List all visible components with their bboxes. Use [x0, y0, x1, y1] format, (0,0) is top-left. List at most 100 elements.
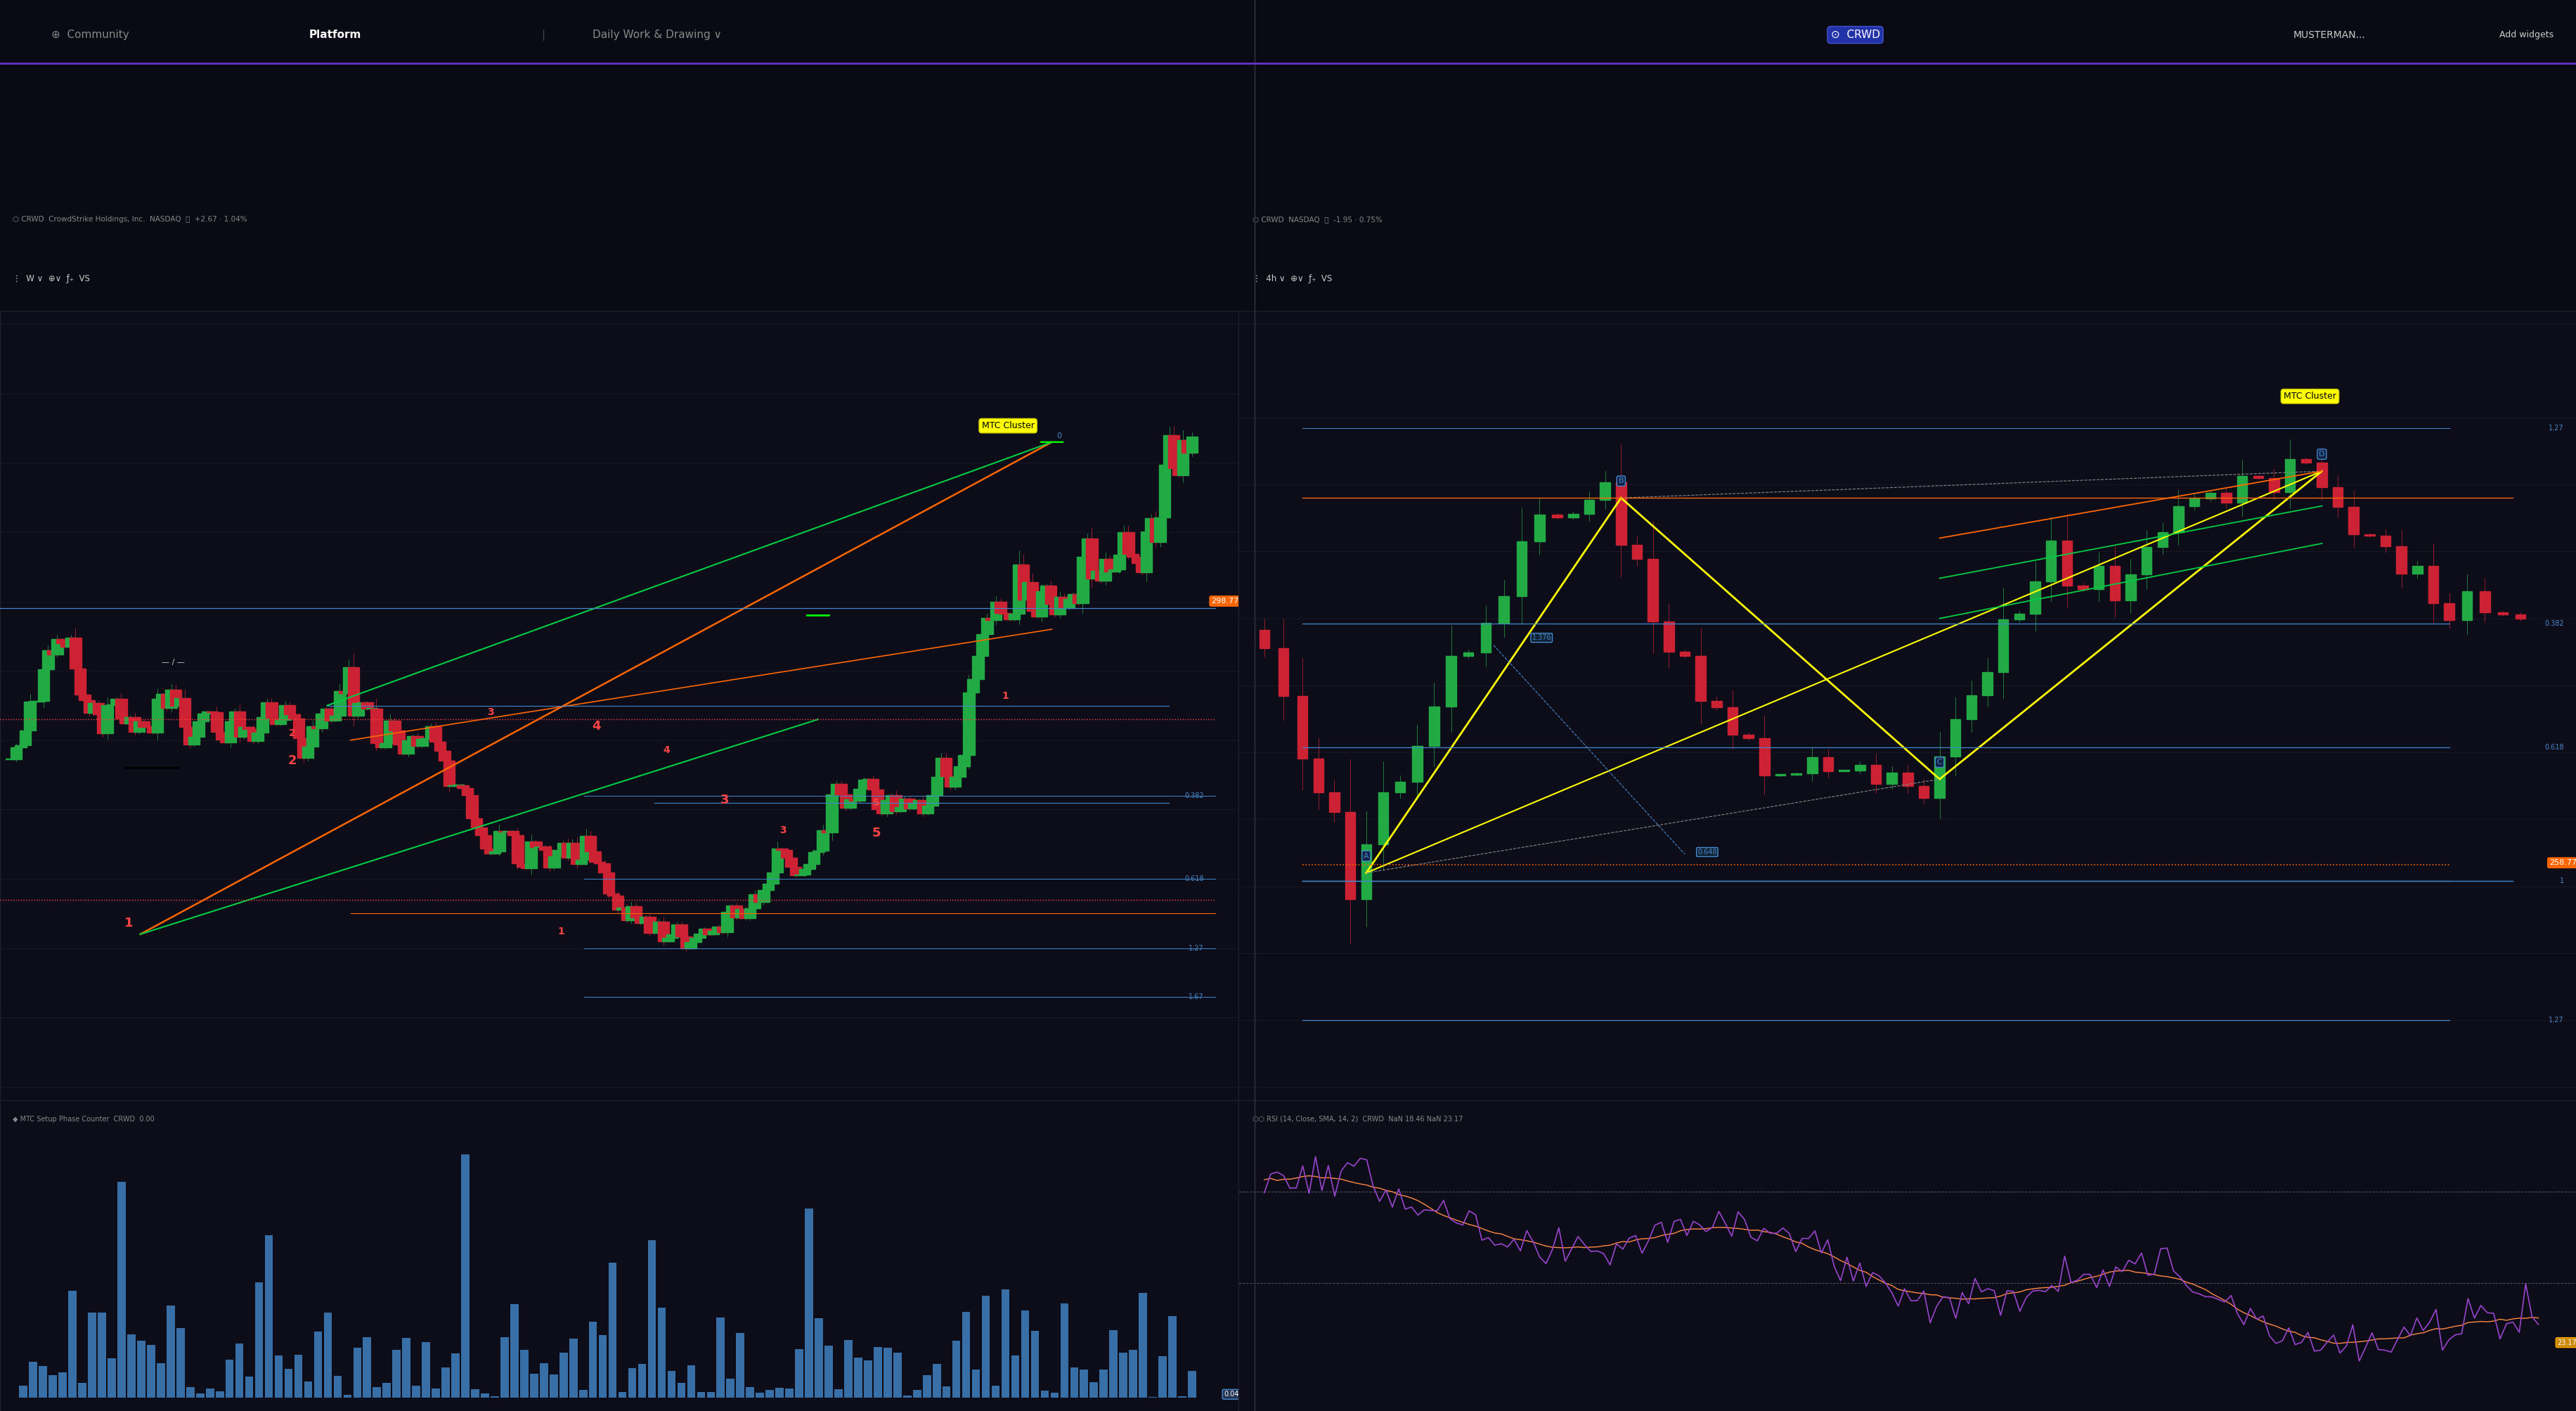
- Bar: [1649, 559, 1656, 622]
- Bar: [98, 1312, 106, 1397]
- Text: 258.77: 258.77: [2548, 859, 2576, 866]
- Bar: [343, 1395, 350, 1397]
- Bar: [407, 737, 417, 741]
- Bar: [598, 864, 611, 872]
- Bar: [157, 1363, 165, 1397]
- Text: 1: 1: [556, 927, 564, 937]
- Bar: [981, 1295, 989, 1397]
- Bar: [1744, 735, 1754, 738]
- Bar: [971, 1370, 979, 1397]
- Bar: [2269, 478, 2280, 492]
- Bar: [886, 796, 896, 800]
- Bar: [98, 714, 108, 734]
- Bar: [1185, 437, 1198, 453]
- Bar: [1046, 586, 1056, 604]
- Bar: [853, 789, 866, 800]
- Bar: [899, 799, 909, 807]
- Text: 23.17: 23.17: [2555, 1339, 2576, 1346]
- Bar: [2141, 546, 2151, 574]
- Bar: [531, 842, 541, 847]
- Bar: [716, 1318, 724, 1397]
- Bar: [2331, 487, 2342, 507]
- Bar: [608, 1263, 616, 1397]
- Bar: [1950, 720, 1960, 756]
- Bar: [258, 717, 268, 732]
- Text: 1: 1: [124, 917, 134, 930]
- Bar: [1569, 514, 1579, 518]
- Bar: [1144, 518, 1157, 532]
- Bar: [930, 776, 943, 794]
- Text: MTC Cluster: MTC Cluster: [981, 422, 1033, 430]
- Bar: [474, 827, 487, 835]
- Bar: [433, 1388, 440, 1397]
- Bar: [10, 748, 23, 759]
- Bar: [1412, 746, 1422, 782]
- Bar: [1113, 555, 1126, 570]
- Bar: [1131, 557, 1144, 563]
- Bar: [185, 1387, 193, 1397]
- Bar: [1100, 559, 1110, 580]
- Bar: [1981, 672, 1991, 696]
- Bar: [685, 941, 696, 948]
- Bar: [520, 1349, 528, 1397]
- Bar: [2251, 476, 2262, 478]
- Bar: [1012, 564, 1025, 614]
- Bar: [716, 927, 729, 933]
- Bar: [1298, 696, 1306, 759]
- Bar: [160, 694, 173, 708]
- Bar: [590, 852, 600, 862]
- Bar: [1079, 1369, 1087, 1397]
- Bar: [1010, 1356, 1020, 1397]
- Bar: [451, 1353, 459, 1397]
- Bar: [554, 849, 564, 856]
- Bar: [922, 1376, 930, 1397]
- Bar: [1855, 765, 1865, 770]
- Bar: [538, 847, 551, 849]
- Bar: [1177, 440, 1188, 476]
- Bar: [1030, 611, 1043, 617]
- Bar: [629, 1369, 636, 1397]
- Bar: [647, 1240, 657, 1397]
- Bar: [70, 1291, 77, 1397]
- Bar: [1172, 468, 1185, 476]
- Bar: [680, 935, 693, 948]
- Bar: [513, 835, 523, 864]
- Bar: [657, 921, 670, 941]
- Bar: [894, 1352, 902, 1397]
- Text: 0.648: 0.648: [1698, 848, 1716, 855]
- Bar: [1517, 542, 1528, 597]
- Bar: [2221, 494, 2231, 502]
- Text: |: |: [541, 30, 544, 41]
- Bar: [152, 698, 162, 732]
- Bar: [726, 1379, 734, 1397]
- Bar: [515, 864, 528, 866]
- Bar: [438, 751, 451, 761]
- Bar: [170, 690, 180, 706]
- Bar: [2445, 604, 2455, 619]
- Bar: [1118, 532, 1128, 555]
- Text: 0.618: 0.618: [1185, 875, 1203, 882]
- Bar: [415, 739, 428, 746]
- Bar: [126, 1335, 137, 1397]
- Bar: [1329, 792, 1340, 811]
- Bar: [2380, 536, 2391, 546]
- Bar: [556, 842, 569, 849]
- Bar: [1445, 656, 1455, 707]
- Bar: [1066, 594, 1079, 600]
- Bar: [2045, 540, 2056, 581]
- Bar: [1154, 518, 1167, 542]
- Bar: [1069, 1367, 1077, 1397]
- Bar: [729, 906, 742, 917]
- Bar: [183, 727, 196, 745]
- Bar: [482, 1394, 489, 1397]
- Text: Add widgets: Add widgets: [2499, 30, 2553, 40]
- Bar: [1128, 1350, 1136, 1397]
- Bar: [2316, 463, 2326, 487]
- Bar: [966, 679, 979, 693]
- Bar: [1159, 466, 1170, 518]
- Bar: [616, 907, 629, 910]
- Bar: [1499, 597, 1510, 624]
- Bar: [981, 618, 992, 635]
- Bar: [824, 1346, 832, 1397]
- Bar: [889, 796, 902, 811]
